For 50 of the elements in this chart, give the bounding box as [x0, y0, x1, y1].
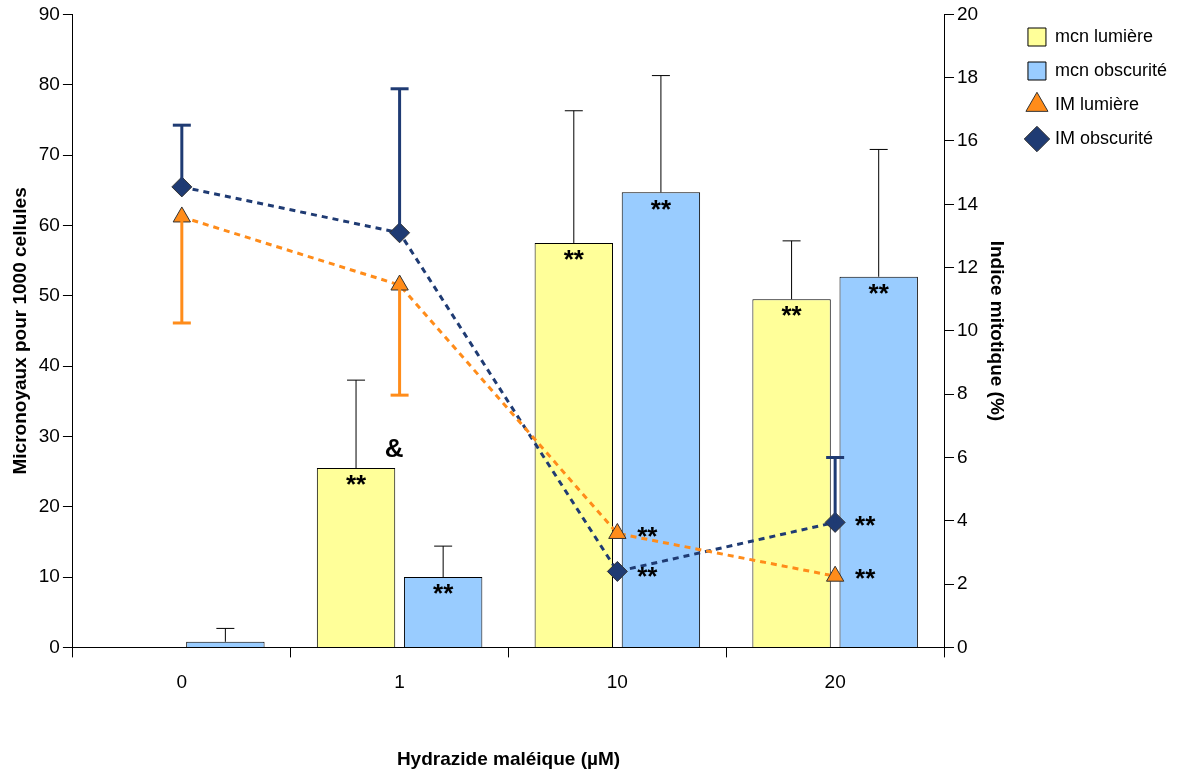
- x-tick-label: 10: [606, 671, 628, 693]
- y-tick-label: 20: [38, 494, 60, 516]
- y-tick-label: 40: [38, 354, 60, 376]
- y-tick-label: 10: [38, 565, 60, 587]
- data-label: **: [781, 300, 803, 331]
- data-label: **: [650, 193, 672, 224]
- data-label: **: [637, 560, 659, 591]
- data-label: **: [563, 244, 585, 275]
- y-tick-label: 70: [38, 143, 60, 165]
- point: [389, 222, 411, 244]
- y-tick-label: 80: [38, 72, 60, 94]
- point: [824, 511, 846, 533]
- point: [172, 206, 191, 223]
- x-tick-label: 0: [176, 671, 188, 693]
- y-tick-label: 60: [38, 213, 60, 235]
- legend-label: IM lumière: [1054, 93, 1139, 114]
- legend-label: IM obscurité: [1054, 127, 1153, 148]
- y2-tick-label: 10: [957, 319, 979, 341]
- data-label: **: [855, 509, 877, 540]
- annotation: &: [384, 433, 404, 464]
- y2-tick-label: 12: [957, 255, 979, 277]
- data-label: **: [345, 469, 368, 500]
- y2-tick-label: 14: [957, 192, 979, 214]
- y2-tick-label: 20: [957, 2, 979, 24]
- y2-tick-label: 18: [957, 65, 979, 87]
- point: [608, 522, 627, 539]
- y2-tick-label: 2: [957, 572, 968, 594]
- y-tick-label: 30: [38, 424, 60, 446]
- y2-tick-label: 8: [957, 382, 968, 404]
- data-label: **: [637, 520, 659, 551]
- y2-tick-label: 4: [957, 509, 969, 531]
- y2-axis-title: Indice mitotique (%): [987, 240, 1009, 422]
- y-tick-label: 0: [49, 635, 60, 657]
- y2-tick-label: 6: [957, 445, 968, 467]
- point: [825, 565, 845, 582]
- y-tick-label: 90: [38, 2, 60, 24]
- y2-tick-label: 16: [957, 129, 979, 151]
- point: [390, 274, 409, 291]
- y2-tick-label: 0: [957, 635, 968, 657]
- data-label: **: [855, 563, 877, 594]
- data-label: **: [868, 277, 890, 308]
- legend-label: mcn lumière: [1054, 25, 1153, 46]
- x-tick-label: 20: [824, 671, 846, 693]
- point: [606, 560, 628, 582]
- y-axis-title: Micronoyaux pour 1000 cellules: [8, 187, 30, 475]
- y-tick-label: 50: [38, 283, 60, 305]
- data-label: **: [433, 578, 455, 609]
- legend-label: mcn obscurité: [1054, 59, 1167, 80]
- x-axis-title: Hydrazide maléique (µM): [396, 747, 621, 769]
- x-tick-label: 1: [394, 671, 405, 693]
